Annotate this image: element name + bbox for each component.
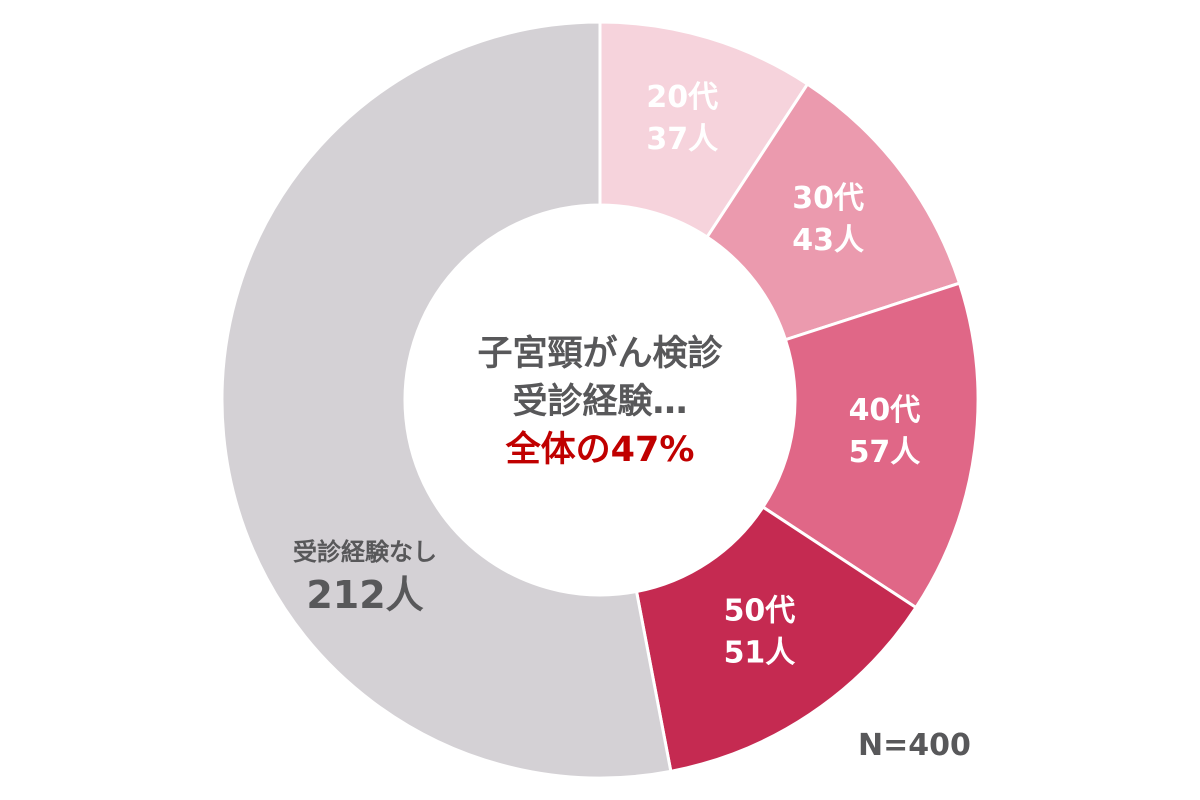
sample-size-note: N=400 — [858, 728, 971, 763]
slice-value-label-3: 51人 — [724, 636, 796, 671]
slice-value-label-0: 37人 — [646, 122, 718, 157]
slice-value-label-1: 43人 — [792, 223, 864, 258]
slice-3 — [634, 504, 919, 774]
slice-value-label-4: 212人 — [306, 573, 423, 617]
slice-label-0: 20代 — [646, 80, 718, 115]
center-title-line-2: 受診経験… — [512, 382, 688, 422]
slice-label-4: 受診経験なし — [293, 538, 437, 566]
center-title-line-1: 子宮頸がん検診 — [477, 334, 723, 374]
slice-4 — [220, 20, 673, 780]
slice-label-2: 40代 — [849, 393, 921, 428]
center-label: 子宮頸がん検診 受診経験… 全体の47% — [400, 330, 800, 474]
center-highlight: 全体の47% — [505, 430, 695, 470]
slice-value-label-2: 57人 — [849, 435, 921, 470]
slice-label-1: 30代 — [792, 181, 864, 216]
slice-2 — [760, 281, 980, 610]
slice-label-3: 50代 — [724, 594, 796, 629]
